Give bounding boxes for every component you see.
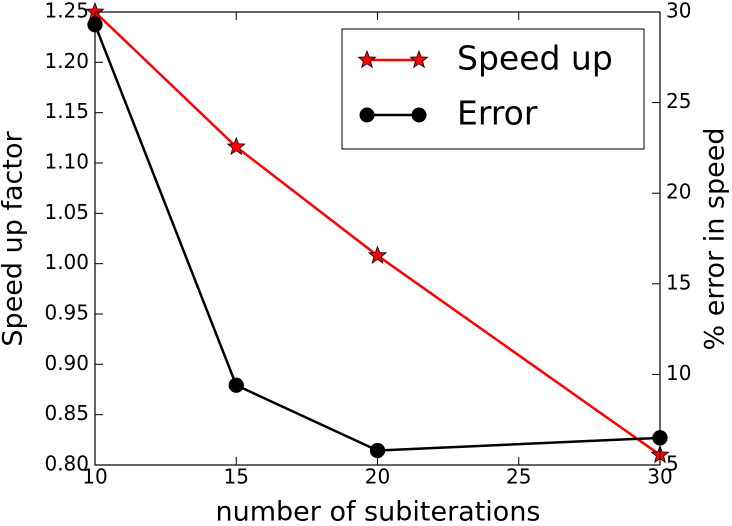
series-line (93, 24, 661, 452)
y-axis-label: Speed up factor (0, 131, 29, 347)
plot-frame (94, 11, 661, 466)
y2-tick-label: 20 (666, 180, 691, 204)
y2-tick-label: 10 (666, 361, 691, 385)
y-tick-label: 1.00 (44, 250, 89, 274)
y-tick-label: 1.05 (44, 200, 89, 224)
legend-label: Error (457, 94, 538, 133)
y-tick-label: 1.20 (44, 49, 89, 73)
legend-marker (357, 49, 377, 69)
legend-marker (409, 49, 429, 69)
point-marker (367, 245, 388, 264)
legend-label: Speed up (457, 39, 613, 78)
y2-tick-label: 30 (666, 0, 691, 23)
y2-axis-label: % error in speed (700, 128, 731, 351)
point-marker (369, 442, 386, 459)
legend-box (341, 28, 645, 150)
y-tick-label: 0.85 (44, 401, 89, 425)
series-line (94, 11, 661, 456)
x-tick-label: 10 (82, 465, 107, 489)
y-tick-label: 1.15 (44, 99, 89, 123)
legend-marker (359, 107, 375, 123)
x-tick-label: 20 (365, 465, 390, 489)
y2-tick-label: 15 (666, 270, 691, 294)
y2-tick-label: 25 (666, 89, 691, 113)
x-tick-label: 25 (506, 465, 531, 489)
point-marker (226, 136, 246, 156)
x-axis-label: number of subiterations (215, 497, 540, 526)
x-tick-label: 30 (647, 465, 672, 489)
legend-marker (411, 107, 427, 123)
y2-tick-label: 5 (666, 452, 679, 476)
point-marker (228, 377, 244, 393)
y-tick-label: 0.90 (44, 351, 89, 375)
y-tick-label: 0.95 (44, 301, 89, 325)
y-tick-label: 0.80 (44, 452, 89, 476)
y-tick-label: 1.10 (44, 150, 89, 174)
x-tick-label: 15 (224, 465, 249, 489)
y-tick-label: 1.25 (44, 0, 89, 23)
